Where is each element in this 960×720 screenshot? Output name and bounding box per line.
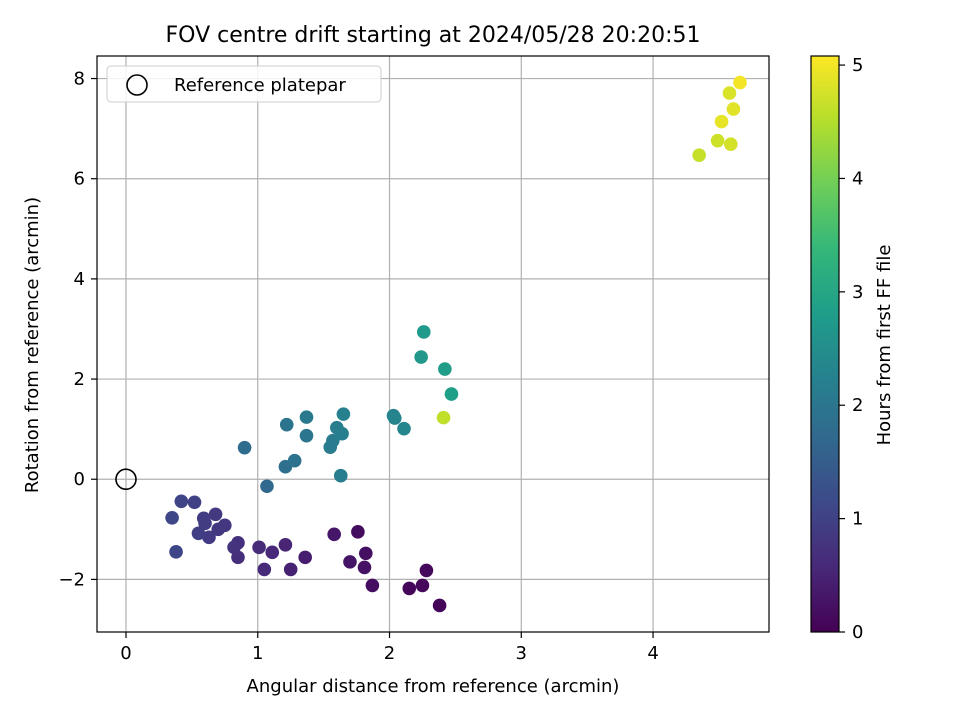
y-tick-label: 0	[74, 469, 85, 490]
x-tick-label: 0	[120, 643, 131, 664]
data-point	[733, 75, 747, 90]
colorbar: 0 1 2 3 4 5 Hours from first FF file	[810, 55, 895, 643]
data-point	[335, 426, 349, 441]
data-point	[723, 137, 738, 151]
x-tick-label: 1	[252, 643, 263, 664]
data-point	[169, 545, 183, 559]
data-point	[265, 545, 280, 560]
data-point	[692, 148, 706, 162]
data-point	[287, 453, 302, 468]
data-point	[414, 350, 428, 364]
data-point	[165, 511, 179, 525]
x-axis-ticks: 0 1 2 3 4	[120, 632, 659, 664]
data-point	[714, 114, 729, 129]
data-point	[278, 538, 293, 552]
legend: Reference platepar	[106, 65, 382, 103]
data-point	[252, 540, 266, 555]
data-point	[211, 522, 226, 537]
colorbar-tick-label: 3	[852, 282, 863, 303]
legend-marker-icon	[126, 74, 148, 96]
y-tick-label: 4	[74, 269, 85, 290]
data-point	[191, 526, 206, 541]
data-point	[237, 440, 252, 455]
x-tick-label: 4	[647, 643, 658, 664]
colorbar-tick-label: 5	[852, 55, 863, 76]
y-axis-ticks: −2 0 2 4 6 8	[58, 69, 97, 590]
data-point	[387, 411, 402, 425]
data-point	[444, 387, 459, 401]
x-tick-label: 2	[384, 643, 395, 664]
data-point	[187, 495, 202, 510]
y-tick-label: 6	[74, 169, 85, 190]
chart-title: FOV centre drift starting at 2024/05/28 …	[166, 23, 701, 48]
data-point	[279, 417, 294, 432]
y-tick-label: 2	[74, 369, 85, 390]
data-point	[333, 468, 348, 483]
data-point	[416, 325, 431, 339]
data-point	[336, 407, 351, 421]
data-point	[299, 410, 314, 424]
data-point	[359, 546, 373, 561]
data-point	[415, 578, 430, 593]
colorbar-ticks: 0 1 2 3 4 5	[839, 55, 863, 643]
legend-box	[106, 65, 382, 103]
data-point	[436, 410, 451, 425]
plot-area: 0 1 2 3 4 −2 0 2 4 6 8	[58, 55, 770, 664]
data-point	[326, 433, 340, 448]
data-point	[283, 562, 298, 577]
x-tick-label: 3	[516, 643, 527, 664]
data-point	[710, 133, 725, 148]
data-point	[174, 494, 189, 509]
plot-background	[97, 56, 769, 632]
colorbar-tick-label: 4	[852, 168, 863, 189]
colorbar-tick-label: 1	[852, 509, 863, 530]
data-point	[196, 511, 211, 526]
data-point	[351, 525, 365, 539]
data-point	[397, 421, 411, 436]
plot-frame	[96, 55, 770, 633]
data-point	[202, 530, 216, 545]
colorbar-gradient	[810, 55, 840, 633]
data-point	[432, 598, 447, 613]
colorbar-label: Hours from first FF file	[874, 245, 895, 446]
data-point	[722, 86, 737, 100]
data-point	[365, 578, 380, 593]
data-point	[343, 555, 357, 569]
data-point	[327, 527, 341, 542]
data-point	[208, 507, 223, 522]
data-point	[357, 560, 372, 575]
data-point	[419, 563, 434, 578]
data-point	[402, 581, 417, 596]
reference-platepar-marker	[115, 468, 137, 491]
colorbar-tick-label: 2	[852, 395, 863, 416]
y-axis-label: Rotation from reference (arcmin)	[22, 197, 43, 493]
colorbar-tick-label: 0	[852, 622, 863, 643]
data-point	[260, 479, 274, 494]
scatter-points	[165, 75, 747, 613]
y-tick-label: 8	[74, 69, 85, 90]
data-point	[257, 562, 272, 577]
data-point	[299, 428, 314, 443]
data-point	[227, 540, 241, 555]
data-point	[438, 362, 452, 376]
data-point	[726, 102, 741, 116]
data-point	[298, 550, 312, 565]
legend-label: Reference platepar	[174, 75, 346, 96]
x-axis-label: Angular distance from reference (arcmin)	[247, 676, 620, 697]
y-tick-label: −2	[58, 569, 85, 590]
